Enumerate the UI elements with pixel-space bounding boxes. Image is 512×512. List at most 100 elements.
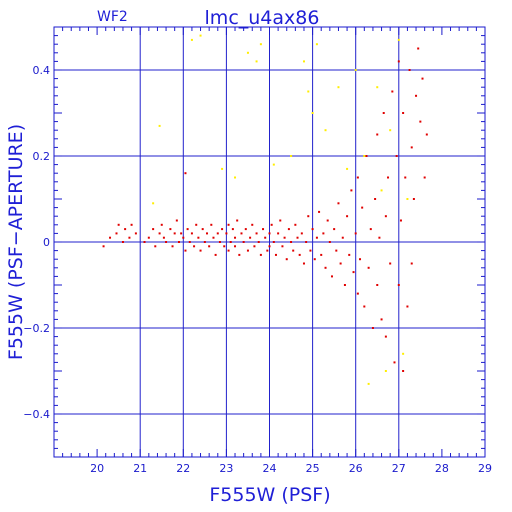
data-point — [206, 232, 209, 235]
data-point — [365, 155, 368, 157]
data-point — [283, 236, 286, 239]
data-point — [190, 38, 193, 41]
data-point — [253, 245, 256, 248]
data-point — [361, 206, 364, 209]
data-point — [300, 232, 303, 235]
data-point — [124, 228, 127, 231]
data-point — [356, 176, 359, 179]
data-point — [173, 232, 176, 235]
data-point — [218, 241, 221, 243]
data-point — [296, 236, 299, 239]
data-point — [367, 382, 370, 385]
data-point — [171, 245, 174, 248]
data-point — [154, 245, 157, 248]
data-point — [186, 228, 189, 231]
data-point — [287, 228, 290, 231]
data-point — [240, 232, 243, 235]
data-point — [374, 198, 377, 200]
data-point — [188, 241, 191, 243]
data-point — [363, 155, 366, 157]
data-point — [311, 228, 314, 231]
data-point — [341, 236, 344, 239]
x-tick-label: 29 — [478, 462, 492, 475]
data-point — [307, 215, 310, 218]
data-point — [184, 249, 187, 252]
x-tick-label: 23 — [219, 462, 233, 475]
data-point — [244, 228, 247, 231]
data-point — [115, 232, 118, 235]
data-point — [410, 262, 413, 265]
data-point — [234, 236, 237, 239]
data-point — [130, 223, 133, 226]
y-tick-label: 0 — [43, 236, 50, 249]
data-point — [363, 305, 366, 308]
data-point — [199, 249, 202, 252]
chart-title: lmc_u4ax86 — [205, 7, 320, 29]
data-point — [277, 232, 280, 235]
data-point — [221, 228, 224, 231]
data-point — [382, 112, 385, 114]
data-point — [158, 124, 161, 127]
data-points — [102, 34, 428, 385]
data-point — [324, 266, 327, 269]
data-point — [302, 60, 305, 63]
data-point — [214, 253, 217, 256]
data-point — [328, 241, 331, 243]
data-point — [221, 167, 224, 170]
data-point — [242, 241, 245, 243]
data-point — [143, 241, 146, 243]
x-tick-label: 28 — [435, 462, 449, 475]
data-point — [369, 228, 372, 231]
data-point — [402, 112, 405, 114]
data-point — [315, 43, 318, 46]
data-point — [193, 245, 196, 248]
data-point — [371, 327, 374, 329]
data-point — [236, 219, 239, 222]
data-point — [313, 258, 316, 261]
y-tick-label: −0.2 — [23, 322, 50, 335]
data-point — [380, 189, 383, 192]
data-point — [337, 86, 340, 89]
data-point — [180, 232, 183, 235]
data-point — [322, 232, 325, 235]
data-point — [397, 60, 400, 63]
data-point — [268, 245, 271, 248]
y-tick-label: 0.4 — [33, 64, 51, 77]
data-point — [354, 69, 357, 71]
data-point — [346, 215, 349, 218]
data-point — [195, 223, 198, 226]
data-point — [402, 370, 405, 372]
data-point — [182, 236, 185, 239]
data-point — [160, 223, 163, 226]
data-point — [330, 275, 333, 278]
data-point — [346, 167, 349, 170]
x-tick-label: 26 — [349, 462, 363, 475]
data-point — [216, 232, 219, 235]
data-point — [246, 249, 249, 252]
data-point — [184, 172, 187, 175]
data-point — [272, 241, 275, 243]
data-point — [152, 228, 155, 231]
data-point — [270, 223, 273, 226]
x-tick-label: 25 — [306, 462, 320, 475]
data-point — [337, 202, 340, 205]
data-point — [294, 223, 297, 226]
data-point — [343, 284, 346, 286]
data-point — [147, 236, 150, 239]
data-point — [285, 258, 288, 261]
data-point — [376, 86, 379, 89]
data-point — [384, 335, 387, 338]
y-axis-label: F555W (PSF−APERTURE) — [5, 124, 27, 360]
data-point — [335, 249, 338, 252]
data-point — [255, 232, 258, 235]
data-point — [309, 249, 312, 252]
data-point — [350, 189, 353, 192]
data-point — [208, 245, 211, 248]
data-point — [376, 133, 379, 136]
data-point — [389, 262, 392, 265]
data-point — [408, 69, 411, 71]
data-point — [425, 133, 428, 136]
y-tick-labels: −0.4 −0.2 0 0.2 0.4 — [23, 64, 50, 421]
data-point — [264, 236, 267, 239]
